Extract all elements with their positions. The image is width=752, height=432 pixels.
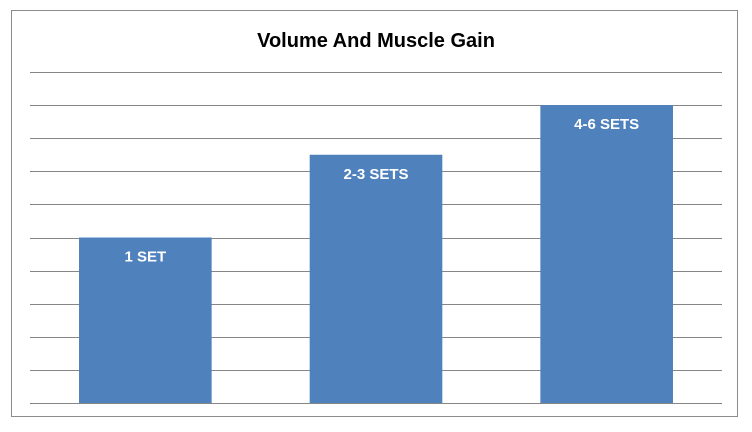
bar-label-2: 2-3 SETS <box>343 166 408 183</box>
bar-1 <box>79 237 212 403</box>
bar-labels: 1 SET 2-3 SETS 4-6 SETS <box>124 116 639 265</box>
bar-3 <box>540 105 673 403</box>
bar-label-3: 4-6 SETS <box>574 116 639 133</box>
bars <box>79 105 673 403</box>
bar-label-1: 1 SET <box>124 249 166 266</box>
chart-title: Volume And Muscle Gain <box>257 30 495 52</box>
bar-2 <box>309 154 443 403</box>
